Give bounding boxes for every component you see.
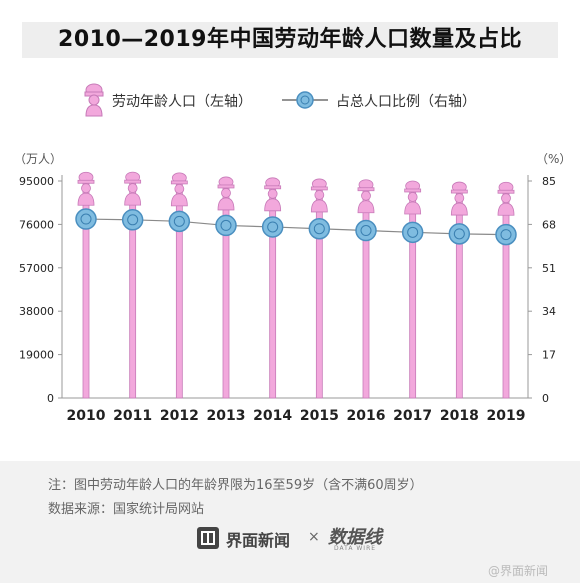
legend-label-ratio: 占总人口比例（右轴） [336,94,476,110]
worker-head [127,183,138,194]
worker-body [450,202,468,216]
right-tick-label: 85 [542,175,556,188]
worker-head [174,184,185,194]
data-wire-logo: 数据线 [328,527,382,548]
worker-body [310,199,328,213]
ratio-point [215,214,237,237]
worker-head [361,190,371,201]
ratio-point-inner [313,223,325,235]
left-axis-unit: （万人） [14,152,63,166]
x-tick-label: 2015 [300,408,339,424]
worker-head [267,188,278,199]
ratio-point-inner [127,214,139,226]
worker-helmet-brim [217,184,235,189]
worker-body [497,202,515,216]
ratio-line [85,218,507,236]
worker-head [454,193,465,203]
worker-helmet-brim [77,179,95,184]
x-tick-label: 2012 [160,408,199,424]
brand-name: 界面新闻 [226,531,291,550]
worker-helmet-brim [170,180,188,185]
legend-label-labor: 劳动年龄人口（左轴） [112,94,252,110]
ratio-point-inner [500,229,512,241]
worker-helmet-brim [357,187,375,192]
ratio-point-inner [173,215,185,227]
chart-canvas: 0 19000 38000 57000 76000 95000 0 17 34 51 68 85 201… [19,171,556,424]
worker-head [81,183,91,194]
ratio-point-inner [360,225,372,237]
brand-times: × [308,529,320,545]
left-tick-label: 38000 [19,305,54,318]
x-tick-label: 2018 [440,408,479,424]
worker-helmet-brim [404,188,422,193]
right-tick-label: 51 [542,262,556,275]
ratio-point-inner [267,221,279,233]
worker-head [407,192,418,202]
x-tick-label: 2011 [113,408,152,424]
x-tick-label: 2019 [487,408,526,424]
worker-body [170,193,188,207]
title-band: 2010—2019年中国劳动年龄人口数量及占比 [22,22,558,58]
x-tick-label: 2017 [393,408,432,424]
weibo-watermark: @界面新闻 [488,564,549,578]
chart-title: 2010—2019年中国劳动年龄人口数量及占比 [58,27,522,52]
footer-band [0,461,580,583]
ratio-point [261,216,284,238]
ratio-point [355,219,377,242]
brand-bar: 界面新闻 × 数据线 DATA WIRE [196,523,396,553]
worker-head [501,193,511,204]
worker-helmet-brim [264,185,282,190]
worker-helmet-brim [497,189,515,194]
right-tick-label: 17 [542,349,556,362]
ratio-point [495,223,517,246]
x-tick-label: 2013 [207,408,246,424]
line-marker-icon [282,91,328,109]
worker-body [77,192,95,206]
x-tick-label: 2010 [67,408,106,424]
ratio-point-inner [407,226,419,238]
left-tick-label: 95000 [19,175,54,188]
jiemian-logo-icon [197,527,219,549]
worker-helmet-brim [310,186,328,191]
worker-helmet-brim [124,179,142,184]
worker-helmet-brim [450,189,468,194]
ratio-point-inner [453,228,465,240]
left-tick-label: 19000 [19,349,54,362]
left-tick-label: 0 [47,392,54,405]
worker-body [264,198,282,212]
right-tick-label: 68 [542,218,556,231]
x-tick-label: 2014 [253,408,292,424]
ratio-point-inner [220,219,232,231]
worker-icon [84,83,104,117]
right-tick-label: 34 [542,305,556,318]
left-tick-label: 76000 [19,218,54,231]
data-source: 数据来源：国家统计局网站 [48,502,205,517]
left-tick-label: 57000 [19,262,54,275]
worker-body [357,200,375,214]
worker-head [314,190,325,200]
right-axis-unit: （%） [536,152,572,166]
ratio-point [448,223,471,245]
ratio-point [401,221,424,244]
ratio-point [168,210,191,233]
footnote: 注：图中劳动年龄人口的年龄界限为16至59岁（含不满60周岁） [48,478,423,493]
ratio-point-inner [80,213,92,225]
worker-head [221,188,231,198]
worker-body [124,192,142,206]
worker-body [404,201,422,215]
ratio-point [121,209,144,231]
ratio-point [308,217,331,240]
ratio-point [75,208,97,230]
x-tick-label: 2016 [347,408,386,424]
right-tick-label: 0 [542,392,549,405]
legend: 劳动年龄人口（左轴） 占总人口比例（右轴） [80,82,500,118]
worker-body [217,197,235,211]
data-wire-sub: DATA WIRE [334,545,377,552]
